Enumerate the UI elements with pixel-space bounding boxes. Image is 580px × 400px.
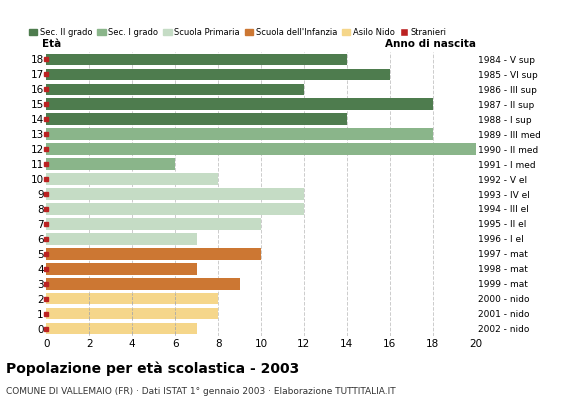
- Bar: [46, 84, 304, 95]
- Bar: [46, 203, 304, 215]
- Bar: [46, 98, 433, 110]
- Bar: [46, 114, 347, 125]
- Text: COMUNE DI VALLEMAIO (FR) · Dati ISTAT 1° gennaio 2003 · Elaborazione TUTTITALIA.: COMUNE DI VALLEMAIO (FR) · Dati ISTAT 1°…: [6, 387, 396, 396]
- Text: Popolazione per età scolastica - 2003: Popolazione per età scolastica - 2003: [6, 362, 299, 376]
- Text: Anno di nascita: Anno di nascita: [385, 39, 476, 49]
- Bar: [46, 278, 240, 290]
- Bar: [46, 323, 197, 334]
- Bar: [46, 263, 197, 274]
- Bar: [46, 143, 476, 155]
- Bar: [46, 188, 304, 200]
- Bar: [46, 158, 175, 170]
- Bar: [46, 248, 261, 260]
- Bar: [46, 218, 261, 230]
- Legend: Sec. II grado, Sec. I grado, Scuola Primaria, Scuola dell'Infanzia, Asilo Nido, : Sec. II grado, Sec. I grado, Scuola Prim…: [29, 28, 447, 37]
- Bar: [46, 128, 433, 140]
- Text: Età: Età: [42, 39, 61, 49]
- Bar: [46, 68, 390, 80]
- Bar: [46, 173, 218, 185]
- Bar: [46, 54, 347, 65]
- Bar: [46, 293, 218, 304]
- Bar: [46, 308, 218, 320]
- Bar: [46, 233, 197, 245]
